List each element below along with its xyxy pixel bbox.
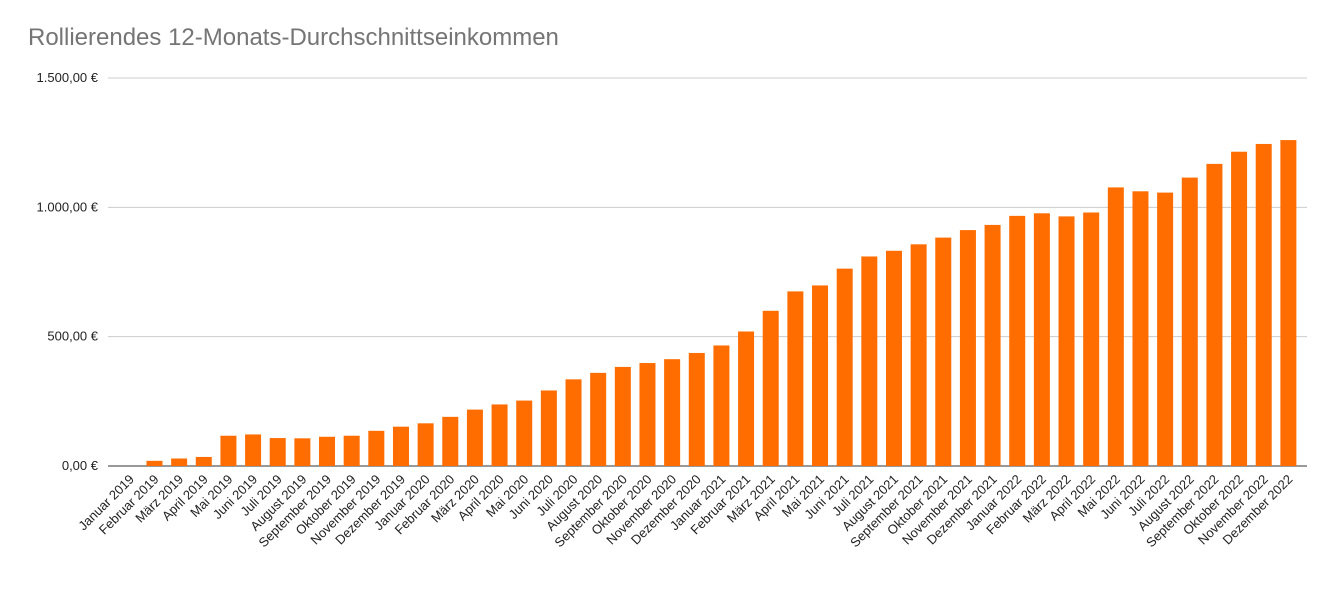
- bar: [738, 331, 755, 466]
- bar: [565, 379, 582, 466]
- bar: [688, 352, 705, 466]
- bar: [1033, 213, 1050, 466]
- y-tick-label: 1.000,00 €: [37, 199, 99, 214]
- bar: [664, 359, 681, 466]
- bar: [639, 363, 656, 466]
- bar: [417, 423, 434, 466]
- chart-title: Rollierendes 12-Monats-Durchschnittseink…: [28, 24, 559, 51]
- bar: [812, 285, 829, 466]
- bar: [269, 438, 286, 466]
- bar: [935, 237, 952, 466]
- bar: [294, 438, 311, 466]
- gridlines: [108, 77, 1307, 467]
- bar: [343, 435, 360, 466]
- y-tick-label: 0,00 €: [62, 458, 99, 473]
- bar: [885, 250, 902, 466]
- bar: [762, 310, 779, 466]
- bar: [1157, 192, 1174, 466]
- bar: [1206, 163, 1223, 467]
- bar: [540, 390, 557, 466]
- bar: [590, 372, 607, 466]
- bar: [1132, 191, 1149, 466]
- y-axis-tick-labels: 0,00 € 500,00 € 1.000,00 € 1.500,00 €: [37, 70, 99, 473]
- bar: [442, 416, 459, 466]
- bar: [1181, 177, 1198, 466]
- bar: [1058, 216, 1075, 466]
- bar: [491, 404, 508, 466]
- bar: [1280, 140, 1297, 466]
- bar: [1255, 143, 1272, 466]
- bar: [319, 436, 336, 466]
- bar: [392, 426, 409, 466]
- bar: [466, 409, 483, 466]
- bar: [1107, 187, 1124, 466]
- bar: [614, 366, 631, 466]
- bar: [910, 244, 927, 466]
- bar: [1231, 151, 1248, 466]
- bar: [516, 400, 533, 466]
- bar: [1009, 215, 1026, 466]
- bar: [713, 345, 730, 466]
- bar: [959, 230, 976, 466]
- bar: [836, 268, 853, 466]
- bar: [787, 291, 804, 466]
- bar: [245, 434, 262, 466]
- bars: [146, 140, 1297, 467]
- bar: [195, 456, 212, 466]
- y-tick-label: 1.500,00 €: [37, 70, 99, 85]
- bar: [861, 256, 878, 466]
- bar: [984, 224, 1001, 466]
- bar: [146, 460, 163, 466]
- bar: [368, 430, 385, 466]
- bar: [1083, 212, 1100, 466]
- bar: [171, 458, 188, 466]
- bar: [220, 435, 237, 466]
- y-tick-label: 500,00 €: [47, 329, 98, 344]
